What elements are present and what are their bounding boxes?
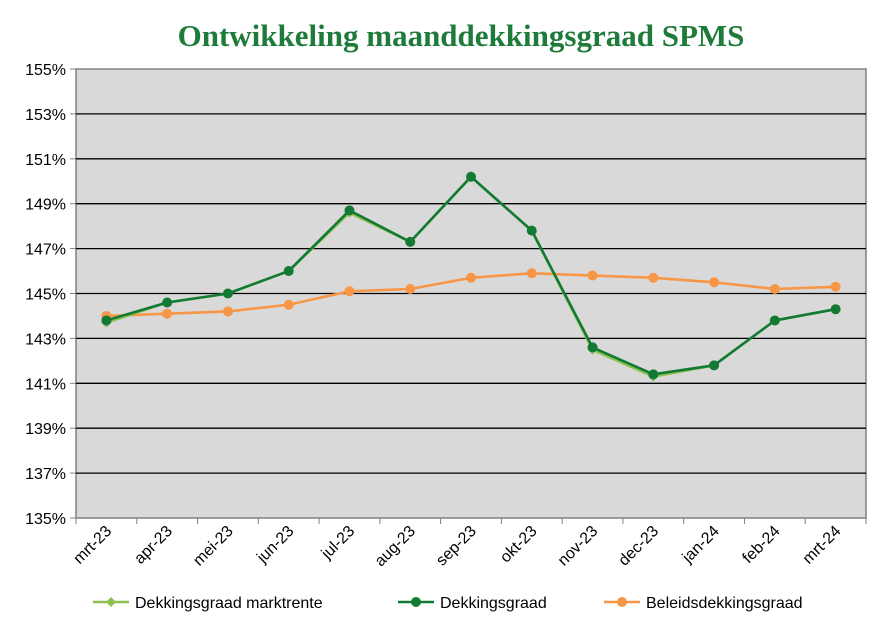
data-point <box>283 266 294 277</box>
data-point <box>162 297 173 308</box>
x-tick-label: jun-23 <box>253 523 297 567</box>
data-point <box>526 268 537 279</box>
data-point <box>648 272 659 283</box>
legend-label: Dekkingsgraad marktrente <box>135 595 323 612</box>
data-point <box>587 342 598 353</box>
data-point <box>283 299 294 310</box>
legend-marker <box>617 597 627 607</box>
data-point <box>222 288 233 299</box>
data-point <box>526 225 537 236</box>
legend-label: Dekkingsgraad <box>440 595 547 612</box>
y-tick-label: 135% <box>25 511 66 528</box>
x-tick-label: okt-23 <box>497 523 541 567</box>
data-point <box>466 272 476 283</box>
data-point <box>466 171 476 182</box>
legend-item-2: Beleidsdekkingsgraad <box>604 595 803 612</box>
x-tick-label: nov-23 <box>555 523 602 570</box>
x-tick-labels: mrt-23 apr-23 mei-23 jun-23 jul-23 aug-23 sep-… <box>70 523 844 570</box>
data-point <box>769 284 780 295</box>
data-point <box>769 315 780 326</box>
y-tick-label: 155% <box>25 62 66 79</box>
gridlines <box>70 68 867 524</box>
x-tick-label: jan-24 <box>679 523 723 567</box>
y-tick-labels: 135% 137% 139% 141% 143% 145% 147% 149% 151% 153%… <box>25 62 66 528</box>
x-tick-label: apr-23 <box>131 523 176 568</box>
y-tick-label: 149% <box>25 197 66 214</box>
data-point <box>344 205 355 216</box>
data-point <box>648 369 659 380</box>
y-tick-label: 151% <box>25 152 66 169</box>
chart-title: Ontwikkeling maanddekkingsgraad SPMS <box>178 18 745 53</box>
legend: Dekkingsgraad marktrente Dekkingsgraad Bel… <box>93 595 803 612</box>
y-tick-label: 153% <box>25 107 66 124</box>
x-tick-label: mrt-24 <box>800 523 845 568</box>
data-point <box>405 284 416 295</box>
x-tick-label: mei-23 <box>190 523 237 570</box>
data-point <box>222 306 233 317</box>
data-point <box>405 236 416 247</box>
series <box>101 171 841 382</box>
x-tick-label: jul-23 <box>318 523 358 563</box>
series-1 <box>101 171 841 380</box>
y-tick-label: 141% <box>25 376 66 393</box>
data-point <box>162 308 173 319</box>
legend-item-0: Dekkingsgraad marktrente <box>93 595 323 612</box>
y-tick-label: 145% <box>25 287 66 304</box>
x-tick-label: mrt-23 <box>70 523 115 568</box>
legend-marker <box>411 597 421 607</box>
data-point <box>587 270 598 281</box>
x-tick-label: dec-23 <box>616 523 663 570</box>
data-point <box>344 286 355 297</box>
legend-marker <box>106 597 116 607</box>
data-point <box>830 304 841 315</box>
data-point <box>709 277 720 288</box>
y-tick-label: 147% <box>25 242 66 259</box>
data-point <box>709 360 720 371</box>
y-tick-label: 137% <box>25 466 66 483</box>
y-tick-label: 143% <box>25 331 66 348</box>
legend-label: Beleidsdekkingsgraad <box>646 595 803 612</box>
x-tick-label: sep-23 <box>433 523 480 570</box>
x-tick-label: feb-24 <box>740 523 784 567</box>
legend-item-1: Dekkingsgraad <box>398 595 547 612</box>
data-point <box>101 315 112 326</box>
data-point <box>830 281 841 292</box>
y-tick-label: 139% <box>25 421 66 438</box>
x-tick-label: aug-23 <box>372 523 419 570</box>
